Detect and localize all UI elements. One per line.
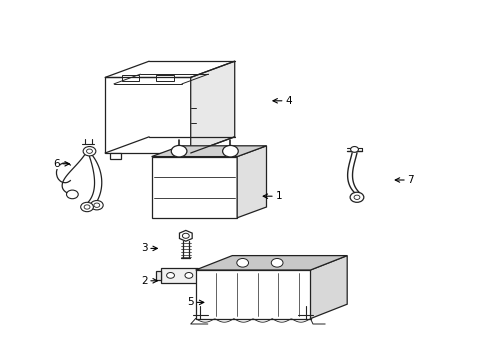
Circle shape xyxy=(83,147,96,156)
Circle shape xyxy=(182,233,189,238)
Polygon shape xyxy=(190,61,234,153)
Polygon shape xyxy=(105,77,190,153)
Circle shape xyxy=(86,149,92,153)
Text: 5: 5 xyxy=(187,297,203,307)
Circle shape xyxy=(184,273,192,278)
Polygon shape xyxy=(151,157,237,218)
Circle shape xyxy=(271,258,283,267)
Text: 1: 1 xyxy=(263,191,282,201)
Text: 4: 4 xyxy=(272,96,291,106)
Polygon shape xyxy=(122,75,139,81)
Circle shape xyxy=(350,147,358,152)
Circle shape xyxy=(90,201,103,210)
Polygon shape xyxy=(175,153,185,159)
Polygon shape xyxy=(179,230,192,241)
Circle shape xyxy=(171,145,186,157)
Polygon shape xyxy=(310,256,346,319)
Circle shape xyxy=(66,190,78,199)
Polygon shape xyxy=(155,271,161,280)
Polygon shape xyxy=(198,271,203,280)
Polygon shape xyxy=(197,150,208,157)
Circle shape xyxy=(81,202,93,212)
Polygon shape xyxy=(110,153,121,159)
Circle shape xyxy=(222,145,238,157)
Text: 6: 6 xyxy=(53,159,69,169)
Polygon shape xyxy=(156,75,173,81)
Text: 7: 7 xyxy=(394,175,413,185)
Text: 2: 2 xyxy=(141,276,157,286)
Circle shape xyxy=(353,195,359,199)
Circle shape xyxy=(94,203,100,207)
Circle shape xyxy=(236,258,248,267)
Circle shape xyxy=(84,205,90,209)
Polygon shape xyxy=(151,146,266,157)
Circle shape xyxy=(166,273,174,278)
Polygon shape xyxy=(195,256,346,270)
Polygon shape xyxy=(161,268,198,283)
Text: 3: 3 xyxy=(141,243,157,253)
Circle shape xyxy=(349,192,363,202)
Polygon shape xyxy=(237,146,266,218)
Polygon shape xyxy=(195,270,310,319)
